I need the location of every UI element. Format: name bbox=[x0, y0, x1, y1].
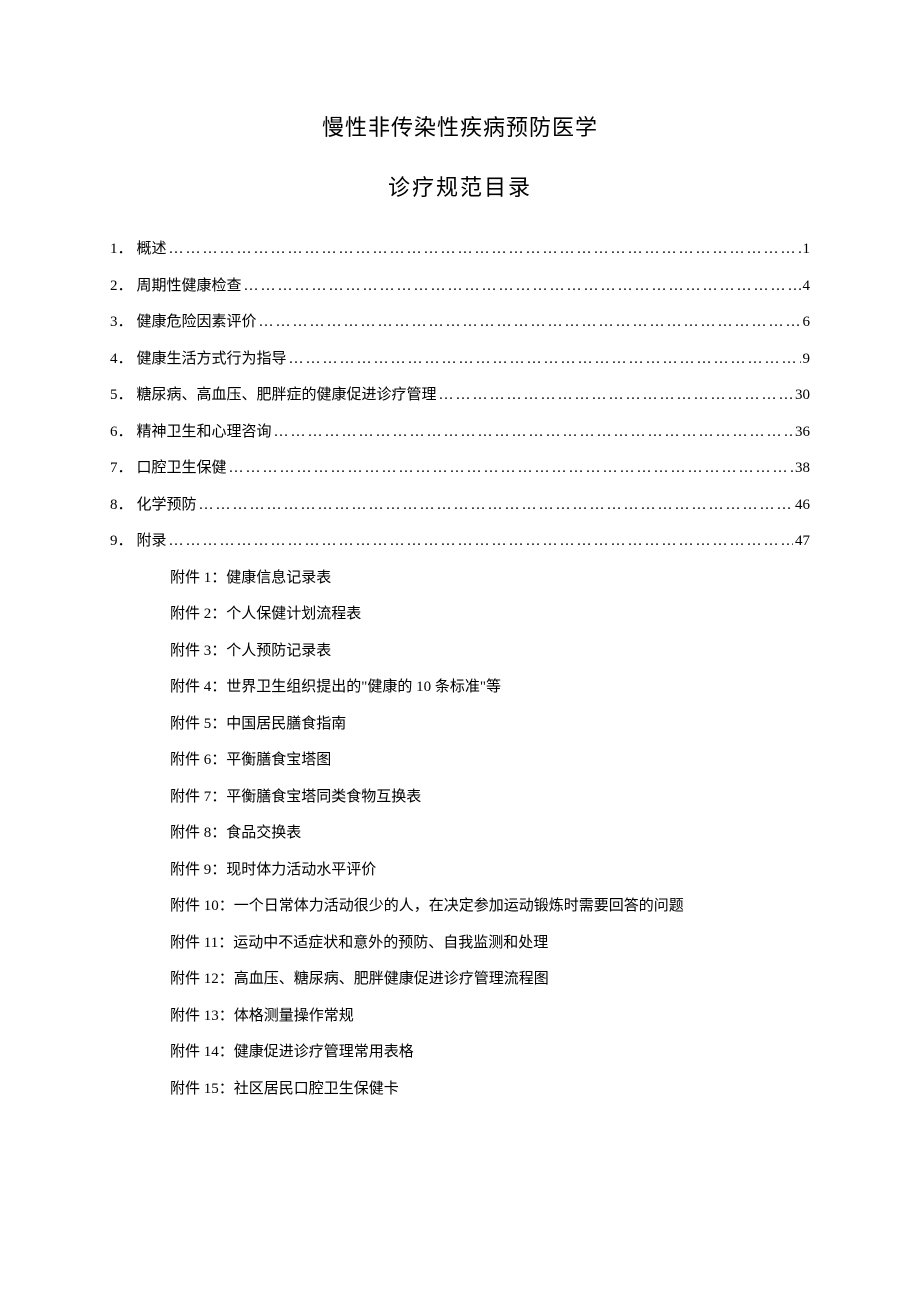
appendix-item: 附件 14：健康促进诊疗管理常用表格 bbox=[170, 1035, 810, 1070]
toc-entry: 3． 健康危险因素评价 6 bbox=[110, 305, 810, 340]
appendix-item: 附件 8：食品交换表 bbox=[170, 816, 810, 851]
appendix-item: 附件 9：现时体力活动水平评价 bbox=[170, 853, 810, 888]
appendix-item: 附件 15：社区居民口腔卫生保健卡 bbox=[170, 1072, 810, 1107]
toc-num: 4． bbox=[110, 342, 133, 377]
toc-num: 2． bbox=[110, 269, 133, 304]
toc-entry: 9． 附录 47 bbox=[110, 524, 810, 559]
toc-dots bbox=[259, 305, 801, 340]
toc-num: 3． bbox=[110, 305, 133, 340]
toc-dots bbox=[229, 451, 793, 486]
toc-dots bbox=[199, 488, 793, 523]
toc-num: 9． bbox=[110, 524, 133, 559]
toc-list: 1． 概述 1 2． 周期性健康检查 4 3． 健康危险因素评价 6 4． 健康… bbox=[110, 232, 810, 559]
toc-label: 健康危险因素评价 bbox=[137, 305, 257, 340]
appendix-item: 附件 7：平衡膳食宝塔同类食物互换表 bbox=[170, 780, 810, 815]
toc-page: 47 bbox=[795, 524, 810, 559]
toc-label: 精神卫生和心理咨询 bbox=[137, 415, 272, 450]
toc-entry: 1． 概述 1 bbox=[110, 232, 810, 267]
toc-dots bbox=[289, 342, 801, 377]
toc-num: 8． bbox=[110, 488, 133, 523]
title-block: 慢性非传染性疾病预防医学 诊疗规范目录 bbox=[110, 110, 810, 202]
toc-page: 4 bbox=[803, 269, 811, 304]
toc-page: 1 bbox=[803, 232, 811, 267]
toc-label: 化学预防 bbox=[137, 488, 197, 523]
toc-page: 36 bbox=[795, 415, 810, 450]
toc-page: 9 bbox=[803, 342, 811, 377]
sub-title: 诊疗规范目录 bbox=[110, 170, 810, 202]
main-title: 慢性非传染性疾病预防医学 bbox=[110, 110, 810, 142]
toc-label: 概述 bbox=[137, 232, 167, 267]
toc-num: 1． bbox=[110, 232, 133, 267]
appendix-item: 附件 5：中国居民膳食指南 bbox=[170, 707, 810, 742]
toc-entry: 4． 健康生活方式行为指导 9 bbox=[110, 342, 810, 377]
toc-num: 6． bbox=[110, 415, 133, 450]
toc-dots bbox=[274, 415, 793, 450]
toc-entry: 5． 糖尿病、高血压、肥胖症的健康促进诊疗管理 30 bbox=[110, 378, 810, 413]
toc-label: 周期性健康检查 bbox=[137, 269, 242, 304]
toc-dots bbox=[169, 232, 801, 267]
appendix-item: 附件 12：高血压、糖尿病、肥胖健康促进诊疗管理流程图 bbox=[170, 962, 810, 997]
toc-label: 糖尿病、高血压、肥胖症的健康促进诊疗管理 bbox=[137, 378, 437, 413]
toc-entry: 7． 口腔卫生保健 38 bbox=[110, 451, 810, 486]
toc-page: 30 bbox=[795, 378, 810, 413]
appendix-item: 附件 13：体格测量操作常规 bbox=[170, 999, 810, 1034]
appendix-item: 附件 11：运动中不适症状和意外的预防、自我监测和处理 bbox=[170, 926, 810, 961]
toc-label: 附录 bbox=[137, 524, 167, 559]
toc-num: 5． bbox=[110, 378, 133, 413]
toc-label: 健康生活方式行为指导 bbox=[137, 342, 287, 377]
appendix-item: 附件 6：平衡膳食宝塔图 bbox=[170, 743, 810, 778]
appendix-list: 附件 1：健康信息记录表 附件 2：个人保健计划流程表 附件 3：个人预防记录表… bbox=[170, 561, 810, 1107]
toc-page: 46 bbox=[795, 488, 810, 523]
toc-label: 口腔卫生保健 bbox=[137, 451, 227, 486]
toc-dots bbox=[169, 524, 793, 559]
appendix-item: 附件 4：世界卫生组织提出的"健康的 10 条标准"等 bbox=[170, 670, 810, 705]
appendix-item: 附件 3：个人预防记录表 bbox=[170, 634, 810, 669]
appendix-item: 附件 1：健康信息记录表 bbox=[170, 561, 810, 596]
toc-page: 38 bbox=[795, 451, 810, 486]
appendix-item: 附件 10：一个日常体力活动很少的人，在决定参加运动锻炼时需要回答的问题 bbox=[170, 889, 810, 924]
toc-num: 7． bbox=[110, 451, 133, 486]
toc-page: 6 bbox=[803, 305, 811, 340]
toc-dots bbox=[439, 378, 793, 413]
toc-dots bbox=[244, 269, 801, 304]
appendix-item: 附件 2：个人保健计划流程表 bbox=[170, 597, 810, 632]
toc-entry: 8． 化学预防 46 bbox=[110, 488, 810, 523]
toc-entry: 2． 周期性健康检查 4 bbox=[110, 269, 810, 304]
toc-entry: 6． 精神卫生和心理咨询 36 bbox=[110, 415, 810, 450]
